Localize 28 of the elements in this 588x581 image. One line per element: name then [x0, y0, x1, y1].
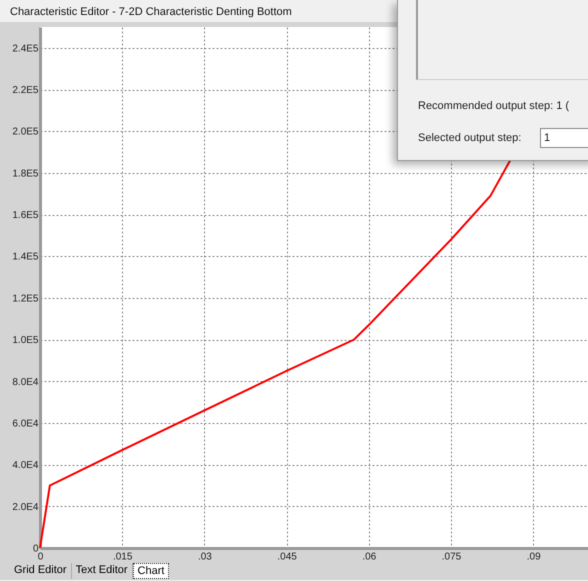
y-tick-label: 1.2E5 — [12, 293, 39, 304]
y-tick-label: 1.4E5 — [12, 252, 39, 263]
y-tick-label: 0 — [32, 544, 39, 554]
y-tick-label: 2.0E4 — [12, 502, 39, 513]
y-tick-label: 1.0E5 — [12, 335, 39, 346]
annotation: 1 — [540, 128, 588, 148]
x-tick-label: .015 — [112, 552, 133, 562]
text: Grid Editor — [10, 563, 72, 579]
y-tick-label: 2.0E5 — [12, 126, 39, 138]
x-tick-label: .09 — [526, 552, 542, 562]
chart-title: Characteristic Editor - 7-2D Characteristic Denting Bottom — [10, 6, 292, 18]
dialog-panel: Recommended output step: 1 ( Selected output step: 1 — [397, 0, 588, 161]
y-tick-label: 2.2E5 — [12, 85, 39, 96]
x-tick-label: .06 — [362, 552, 377, 562]
x-tick-label: .075 — [442, 552, 462, 562]
text: Text Editor — [72, 563, 133, 579]
y-tick-label: 1.8E5 — [12, 168, 39, 180]
y-tick-label: 2.4E5 — [12, 43, 39, 54]
text: Chart — [132, 563, 170, 579]
x-tick-label: .045 — [277, 552, 298, 562]
y-tick-label: 8.0E4 — [12, 376, 39, 388]
y-tick-label: 4.0E4 — [12, 460, 39, 472]
y-tick-label: 6.0E4 — [12, 418, 39, 430]
annotation: Selected output step: — [418, 132, 522, 144]
x-tick-label: .03 — [198, 552, 212, 562]
line-series — [39, 159, 512, 549]
y-tick-label: 1.6E5 — [12, 210, 39, 222]
annotation: Recommended output step: 1 ( — [418, 100, 570, 112]
